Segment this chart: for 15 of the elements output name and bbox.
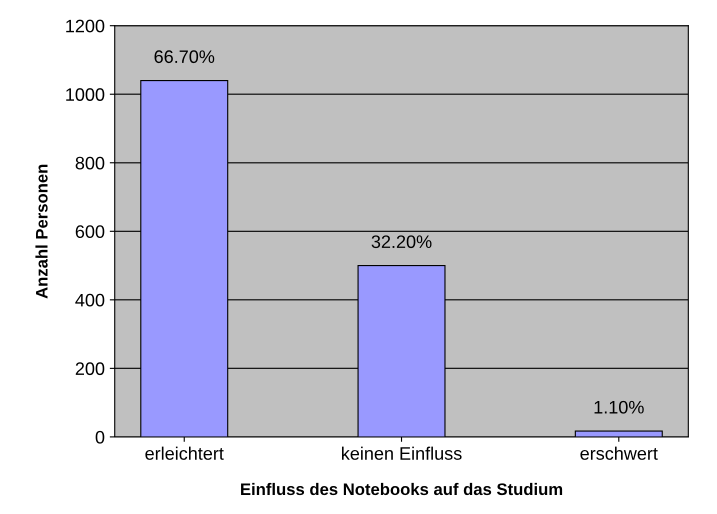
y-tick-label: 1000 [66,88,104,101]
annotation: 1.10% [594,400,644,414]
y-tick-label: 0 [96,430,104,444]
y-tick-label: 400 [75,294,104,307]
y-tick-label: 600 [76,225,104,238]
x-tick-label: keinen Einfluss [342,446,462,460]
annotation: 32.20% [372,235,432,248]
x-tick-label: erschwert [580,446,658,460]
annotation: 66.70% [154,50,214,64]
y-tick-label: 800 [76,156,104,170]
x-tick-label: erleichtert [145,446,224,460]
y-tick-label: 200 [76,362,104,376]
y-axis-title: Anzahl Personen [35,164,48,298]
x-axis-title: Einfluss des Notebooks auf das Studium [241,482,562,496]
y-tick-label: 1200 [66,20,104,32]
